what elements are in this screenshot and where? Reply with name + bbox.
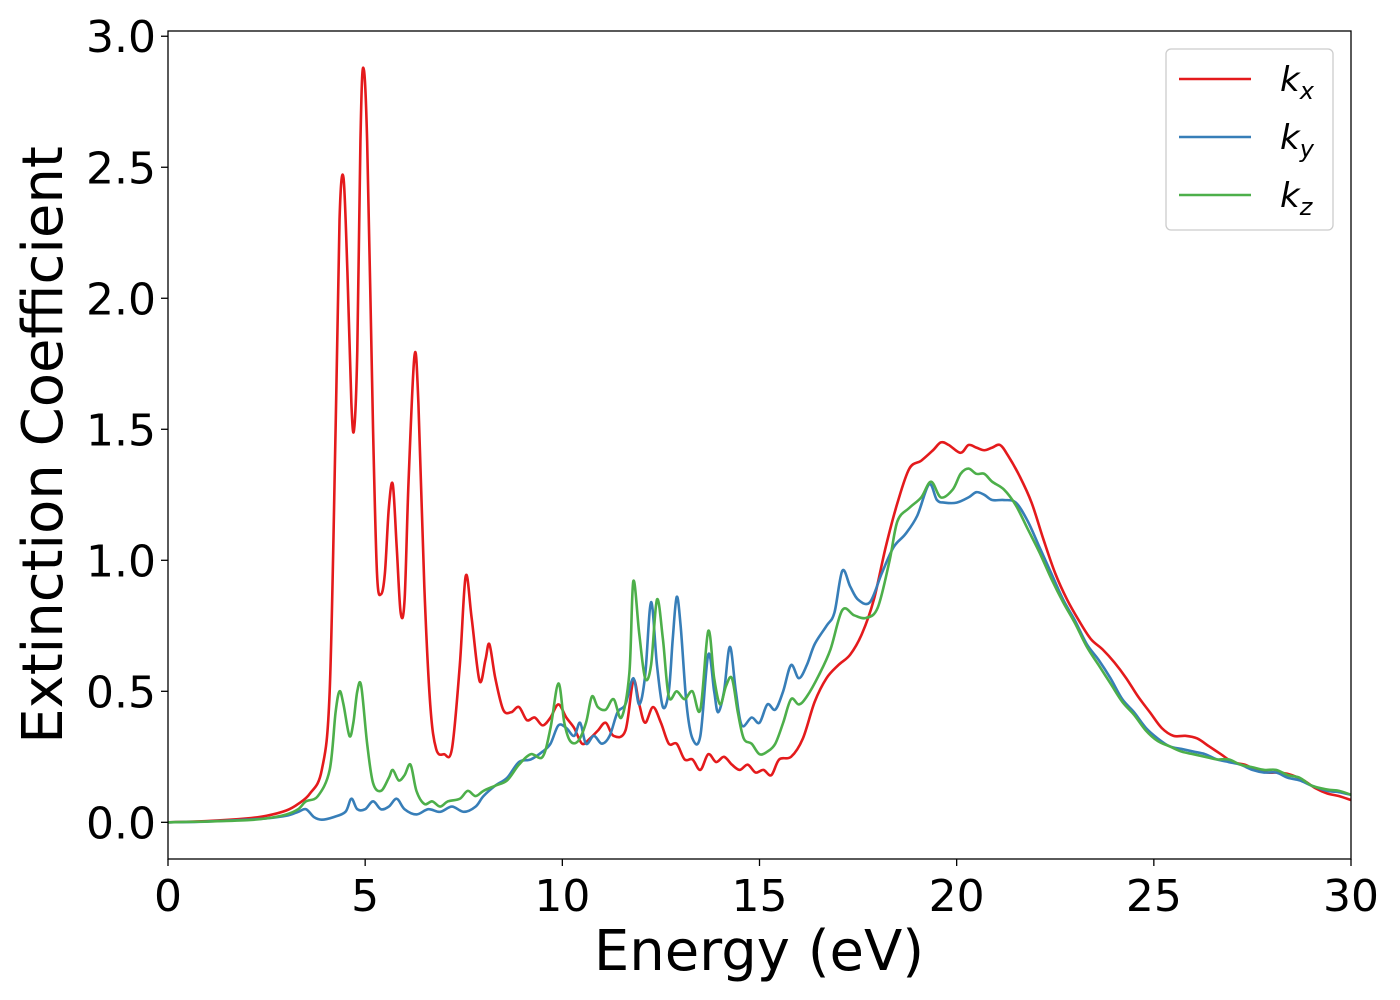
legend-label-main: k: [1280, 176, 1301, 216]
series-line-k-y: [167, 482, 1352, 824]
y-tick-label: 0.0: [86, 798, 156, 849]
y-tick-label: 0.5: [86, 667, 156, 718]
y-tick-label: 2.0: [86, 274, 156, 325]
x-tick-label: 30: [1323, 871, 1379, 922]
y-axis: 0.0 0.5 1.0 1.5 2.0 2.5 3.0: [86, 12, 168, 849]
legend-label-subscript: x: [1299, 77, 1315, 105]
legend-label-main: k: [1280, 118, 1301, 158]
legend-box: [1165, 48, 1334, 231]
series-line-k-x: [167, 66, 1352, 824]
legend-entry-label: kz: [1280, 176, 1314, 221]
legend-label-subscript: z: [1299, 193, 1314, 221]
y-axis-title: Extinction Coefficient: [11, 146, 76, 744]
y-tick-label: 2.5: [86, 143, 156, 194]
x-axis: 0 5 10 15 20 25 30: [154, 859, 1379, 922]
legend-label-main: k: [1280, 60, 1301, 100]
series-layer: [167, 66, 1352, 824]
x-tick-label: 0: [154, 871, 182, 922]
x-tick-label: 20: [929, 871, 985, 922]
y-tick-label: 3.0: [86, 12, 156, 63]
x-tick-label: 10: [534, 871, 590, 922]
x-tick-label: 5: [351, 871, 379, 922]
legend-label-subscript: y: [1299, 135, 1315, 163]
x-tick-label: 15: [732, 871, 788, 922]
y-tick-label: 1.0: [86, 536, 156, 587]
x-tick-label: 25: [1126, 871, 1182, 922]
series-line-k-z: [167, 467, 1352, 824]
x-axis-title: Energy (eV): [594, 919, 924, 984]
legend-entry-label: ky: [1280, 118, 1315, 163]
legend-entry-label: kx: [1280, 60, 1315, 105]
y-tick-label: 1.5: [86, 405, 156, 456]
